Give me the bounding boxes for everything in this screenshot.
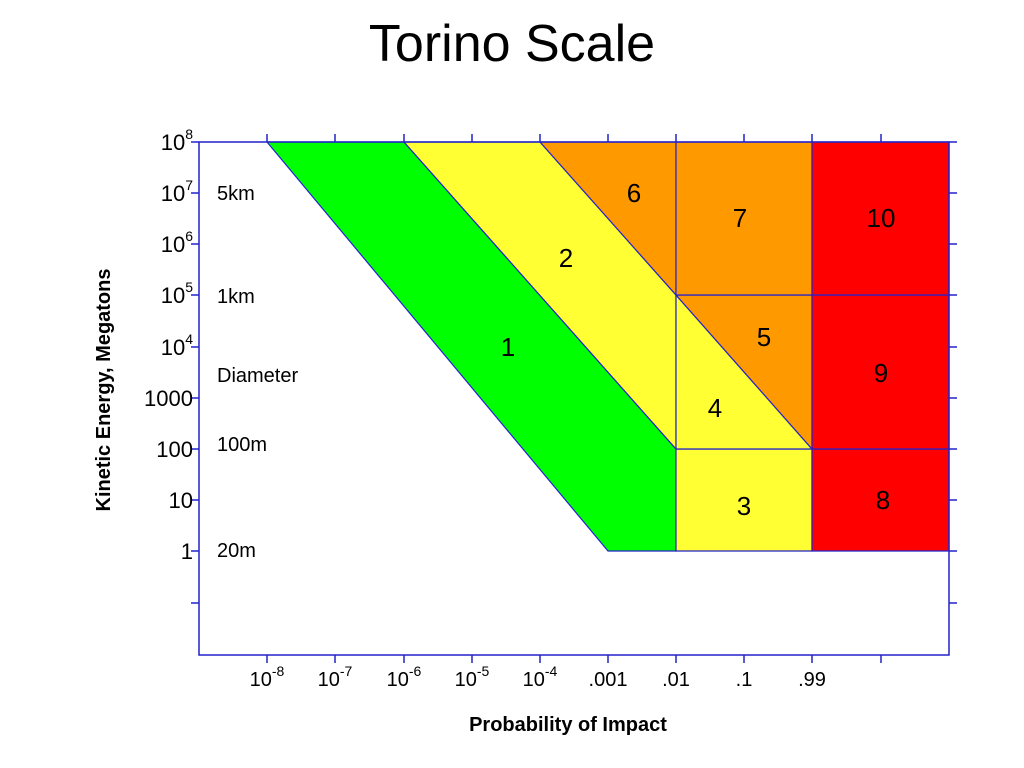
x-tick-label: .1 [736,669,753,691]
x-tick-label: .001 [589,669,628,691]
diameter-label: 100m [217,434,267,456]
zone-label-5: 5 [757,322,771,352]
chart-title: Torino Scale [368,15,656,73]
x-tick-label: 10-7 [318,663,353,691]
y-tick-label: 100 [156,437,193,462]
zone-label-4: 4 [708,393,722,423]
x-axis-label: Probability of Impact [469,714,667,736]
diameter-label: 1km [217,286,255,308]
y-tick-label: 108 [161,126,193,155]
zone-label-1: 1 [501,332,515,362]
zone-label-2: 2 [559,243,573,273]
zone-label-10: 10 [867,203,896,233]
x-tick-label: 10-8 [250,663,285,691]
x-tick-label: 10-5 [455,663,490,691]
y-tick-label: 107 [161,177,193,206]
y-tick-label: 104 [161,331,193,360]
y-tick-label: 106 [161,228,193,257]
y-tick-label: 1 [181,539,193,564]
zone-label-8: 8 [876,485,890,515]
y-tick-label: 1000 [144,386,193,411]
x-tick-label: .99 [798,669,826,691]
diameter-label: Diameter [217,365,298,387]
diameter-label: 20m [217,540,256,562]
x-tick-label: .01 [662,669,690,691]
zone-label-7: 7 [733,203,747,233]
y-tick-label: 105 [161,279,193,308]
x-tick-label: 10-6 [387,663,422,691]
y-tick-label: 10 [169,488,193,513]
zone-label-6: 6 [627,178,641,208]
diameter-label: 5km [217,183,255,205]
zone-label-9: 9 [874,358,888,388]
x-tick-label: 10-4 [523,663,558,691]
y-axis-label: Kinetic Energy, Megatons [93,268,115,511]
zone-label-3: 3 [737,491,751,521]
